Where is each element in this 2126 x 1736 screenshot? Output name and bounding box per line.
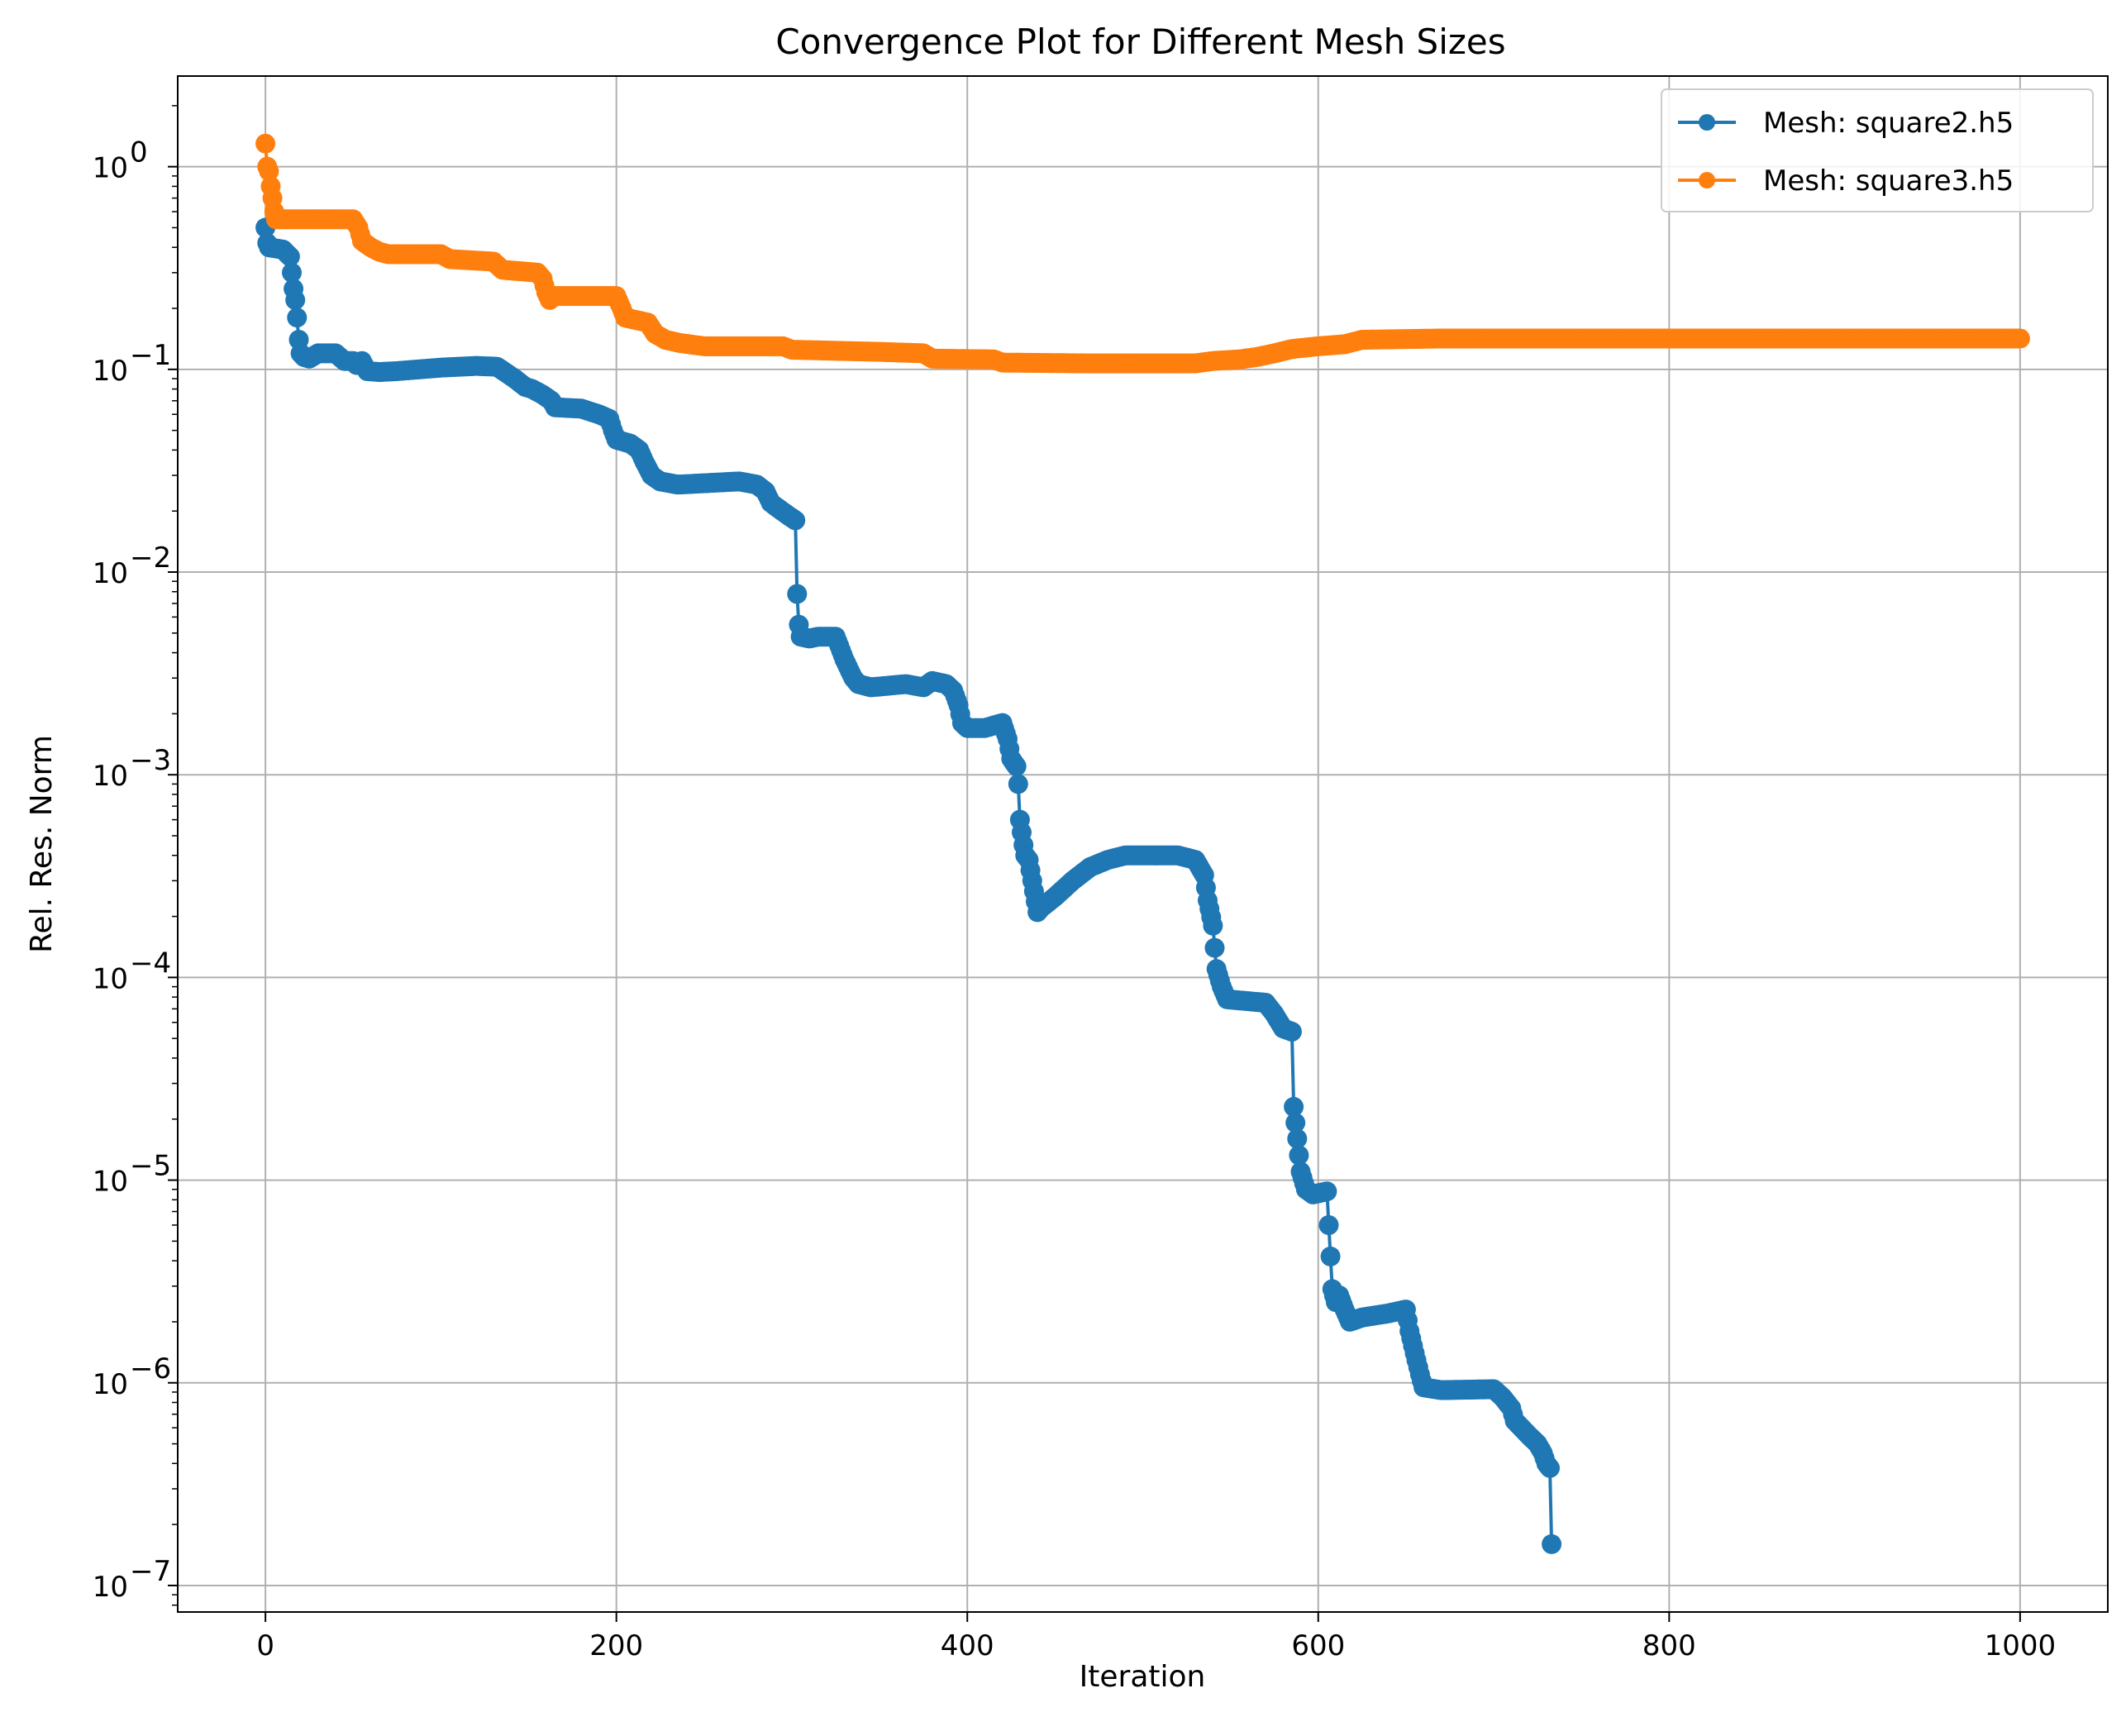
data-point (282, 262, 302, 283)
y-axis-label: Rel. Res. Norm (25, 735, 59, 953)
y-tick-exponent: −6 (130, 1352, 171, 1385)
y-tick-exponent: 0 (130, 136, 148, 169)
y-tick-exponent: −5 (130, 1150, 171, 1183)
x-tick-label: 400 (941, 1629, 994, 1662)
data-point (1317, 1181, 1337, 1202)
data-point (1284, 1096, 1304, 1117)
data-point (785, 510, 806, 531)
x-tick-label: 0 (256, 1629, 274, 1662)
x-tick-label: 1000 (1985, 1629, 2057, 1662)
data-point (787, 584, 808, 604)
legend-label-square2: Mesh: square2.h5 (1763, 107, 2014, 140)
y-tick-exponent: −1 (130, 339, 171, 372)
y-tick-exponent: −4 (130, 947, 171, 980)
legend-marker-square2 (1699, 114, 1715, 131)
y-tick-label: 10 (93, 1166, 128, 1199)
x-tick-label: 800 (1642, 1629, 1696, 1662)
legend-box (1661, 88, 2094, 212)
series-0 (255, 217, 1562, 1554)
y-tick-exponent: −2 (130, 541, 171, 575)
y-tick-exponent: −7 (130, 1555, 171, 1588)
series-1 (255, 133, 2030, 374)
data-point (1285, 1113, 1306, 1133)
data-point (1320, 1246, 1341, 1266)
data-point (1287, 1128, 1308, 1149)
y-tick-label: 10 (93, 962, 128, 995)
y-tick-label: 10 (93, 557, 128, 590)
y-tick-label: 10 (93, 1571, 128, 1604)
data-point (279, 246, 300, 267)
y-tick-label: 10 (93, 1368, 128, 1401)
data-point (1281, 1022, 1302, 1042)
y-tick-label: 10 (93, 760, 128, 793)
plot-area (255, 133, 2030, 1554)
x-tick-label: 600 (1291, 1629, 1345, 1662)
data-point (285, 289, 306, 310)
data-point (1542, 1533, 1562, 1554)
chart-title: Convergence Plot for Different Mesh Size… (775, 21, 1505, 62)
legend-marker-square3 (1699, 172, 1715, 188)
data-point (1540, 1457, 1560, 1478)
data-point (1204, 937, 1225, 958)
x-axis-label: Iteration (1080, 1660, 1206, 1694)
y-tick-label: 10 (93, 152, 128, 185)
data-point (1006, 756, 1027, 776)
data-point (1318, 1215, 1339, 1235)
data-point (255, 133, 276, 154)
legend-label-square3: Mesh: square3.h5 (1763, 165, 2014, 198)
data-point (2009, 328, 2030, 349)
y-tick-exponent: −3 (130, 744, 171, 777)
x-axis: 0 200 400 600 800 1000 (256, 1612, 2056, 1662)
data-point (1008, 774, 1028, 794)
legend: Mesh: square2.h5 Mesh: square3.h5 (1661, 88, 2094, 212)
data-point (1203, 915, 1223, 936)
y-tick-label: 10 (93, 355, 128, 388)
data-point (259, 161, 279, 182)
axes-frame (177, 75, 2109, 1613)
data-point (1289, 1145, 1309, 1166)
x-tick-label: 200 (589, 1629, 643, 1662)
data-point (287, 308, 307, 328)
